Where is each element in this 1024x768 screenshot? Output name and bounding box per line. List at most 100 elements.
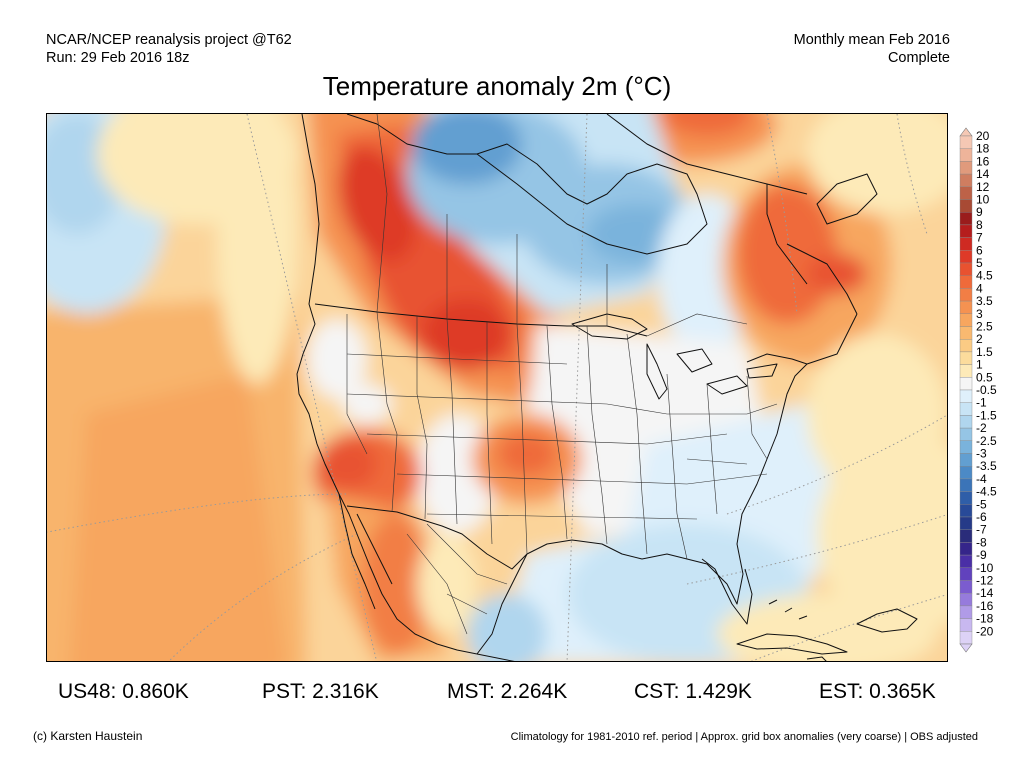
- legend-label: 6: [976, 243, 983, 257]
- legend-label: -20: [976, 624, 994, 638]
- legend-label: 2: [976, 332, 983, 346]
- anomaly-map-svg: [47, 114, 947, 661]
- legend-label: -0.5: [976, 383, 997, 397]
- legend-swatch: [959, 580, 973, 594]
- legend-swatch: [959, 199, 973, 213]
- legend-swatch: [959, 338, 973, 353]
- legend-label: 16: [976, 154, 990, 168]
- legend-swatch: [959, 491, 973, 505]
- legend-label: 18: [976, 142, 990, 156]
- header-period-info: Monthly mean Feb 2016 Complete: [794, 31, 950, 67]
- legend-swatch: [959, 516, 973, 530]
- state-borders: [346, 114, 778, 635]
- legend-label: -8: [976, 535, 987, 549]
- header-model-name: NCAR/NCEP reanalysis project @T62: [46, 32, 292, 48]
- legend-swatch: [959, 478, 973, 492]
- legend-label: -16: [976, 599, 994, 613]
- legend-label: -1.5: [976, 408, 997, 422]
- legend-swatch: [959, 135, 973, 149]
- footer-notes: Climatology for 1981-2010 ref. period | …: [510, 731, 978, 743]
- legend-swatch: [959, 567, 973, 581]
- legend-arrow-max: [959, 127, 973, 137]
- header-model-info: NCAR/NCEP reanalysis project @T62 Run: 2…: [46, 31, 292, 67]
- legend-arrow-min: [959, 643, 973, 653]
- legend-label: -10: [976, 561, 994, 575]
- legend-swatch: [959, 389, 973, 403]
- legend-swatch: [959, 415, 973, 429]
- legend-swatch: [959, 554, 973, 569]
- legend-swatch: [959, 300, 973, 315]
- legend-swatch: [959, 262, 973, 276]
- legend-swatch: [959, 529, 973, 543]
- legend-label: -12: [976, 574, 994, 588]
- stat-est: EST: 0.365K: [819, 680, 936, 703]
- legend-swatch: [959, 250, 973, 264]
- legend-label: 9: [976, 205, 983, 219]
- legend-label: 3.5: [976, 294, 993, 308]
- legend-label: 8: [976, 218, 983, 232]
- legend-svg: 201816141210987654.543.532.521.510.5-0.5…: [959, 127, 997, 653]
- header-status: Complete: [887, 50, 950, 66]
- map-title: Temperature anomaly 2m (°C): [322, 71, 672, 101]
- legend-label: -9: [976, 548, 987, 562]
- legend-swatch: [959, 542, 973, 556]
- header-run-time: Run: 29 Feb 2016 18z: [46, 50, 190, 66]
- legend-label: -6: [976, 510, 987, 524]
- legend-swatch: [959, 173, 973, 187]
- legend-label: 7: [976, 231, 983, 245]
- legend-swatch: [959, 593, 973, 607]
- legend-label: 14: [976, 167, 990, 181]
- legend-swatch: [959, 161, 973, 175]
- legend-label: 5: [976, 256, 983, 270]
- legend-label: -2.5: [976, 434, 997, 448]
- coastlines-borders: [296, 114, 918, 661]
- legend-label: -3.5: [976, 459, 997, 473]
- legend-swatch: [959, 377, 973, 391]
- footer-credit: (c) Karsten Haustein: [33, 729, 143, 743]
- legend-label: 4: [976, 281, 983, 295]
- legend-label: 12: [976, 180, 990, 194]
- legend-swatch: [959, 618, 973, 632]
- legend-label: -1: [976, 396, 987, 410]
- legend-label: -4: [976, 472, 987, 486]
- regional-stats: US48: 0.860K PST: 2.316K MST: 2.264K CST…: [0, 679, 1024, 705]
- legend-swatch: [959, 313, 973, 327]
- legend-label: -2: [976, 421, 987, 435]
- legend-label: 10: [976, 193, 990, 207]
- legend-swatch: [959, 288, 973, 302]
- legend-swatch: [959, 427, 973, 442]
- legend-label: -14: [976, 586, 994, 600]
- legend-swatch: [959, 224, 973, 238]
- legend-label: 4.5: [976, 269, 993, 283]
- legend-swatch: [959, 631, 973, 645]
- legend-swatch: [959, 605, 973, 619]
- legend-swatch: [959, 326, 973, 340]
- graticule: [47, 114, 947, 661]
- legend-swatch: [959, 211, 973, 226]
- stat-mst: MST: 2.264K: [447, 680, 568, 703]
- anomaly-field: [47, 114, 947, 661]
- legend-label: 1: [976, 358, 983, 372]
- legend-label: -4.5: [976, 485, 997, 499]
- legend-swatch: [959, 364, 973, 378]
- legend-label: -18: [976, 612, 994, 626]
- stat-pst: PST: 2.316K: [262, 680, 379, 703]
- legend-swatch: [959, 402, 973, 416]
- legend-swatch: [959, 237, 973, 251]
- anomaly-map: [46, 113, 948, 662]
- legend-label: 0.5: [976, 370, 993, 384]
- legend-swatch: [959, 440, 973, 454]
- legend-swatch: [959, 186, 973, 200]
- legend-label: -5: [976, 497, 987, 511]
- header-period: Monthly mean Feb 2016: [793, 32, 950, 48]
- stat-us48: US48: 0.860K: [58, 680, 189, 703]
- legend-label: -7: [976, 523, 987, 537]
- stat-cst: CST: 1.429K: [634, 680, 752, 703]
- color-legend: 20 18 16 14 12 10 9 8 7 6 5 4.5 4 3.5 3 2.5 2 1.5 1 0.5 -0.5…: [958, 127, 1018, 653]
- legend-label: -3: [976, 447, 987, 461]
- legend-swatch: [959, 351, 973, 365]
- legend-label: 20: [976, 129, 990, 143]
- legend-label: 3: [976, 307, 983, 321]
- legend-swatch: [959, 504, 973, 518]
- legend-swatch: [959, 466, 973, 480]
